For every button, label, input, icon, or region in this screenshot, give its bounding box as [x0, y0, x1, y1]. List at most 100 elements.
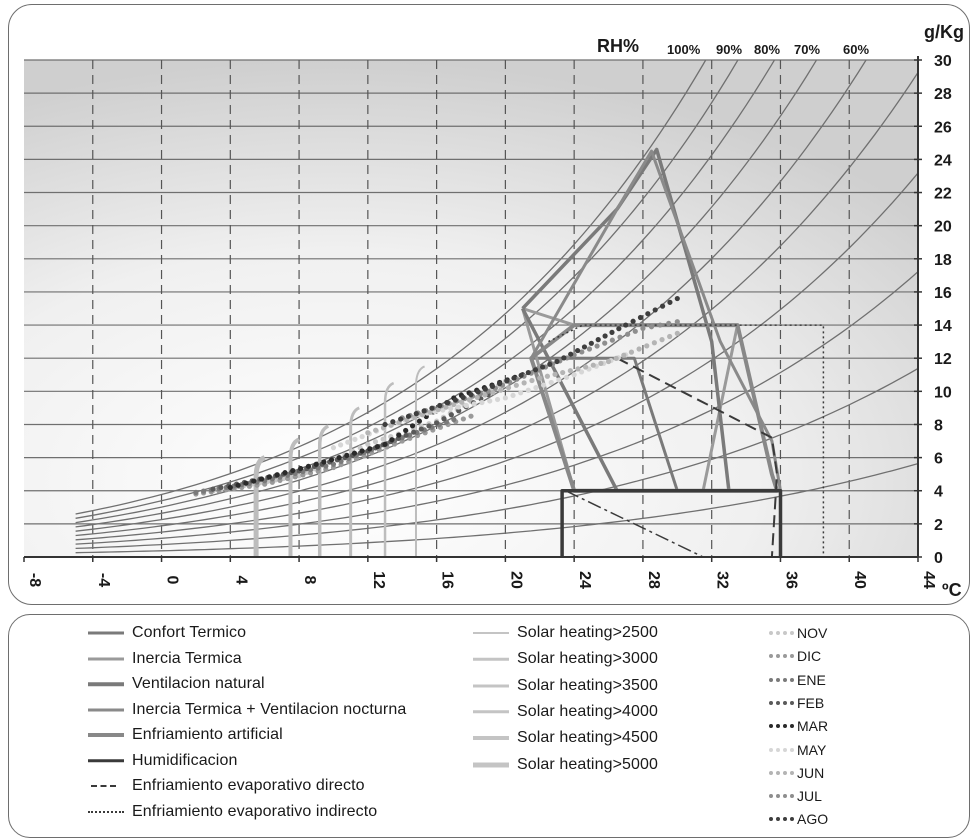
month-dot: [581, 344, 588, 350]
rh-curve-20: [75, 367, 918, 550]
month-dot: [537, 375, 543, 381]
month-dot: [525, 387, 531, 393]
rh-label: 80%: [754, 42, 780, 57]
month-dot: [659, 303, 666, 309]
plot-background: [24, 60, 918, 557]
y-tick-label: 24: [934, 152, 952, 169]
legend-month-label: MAR: [797, 718, 829, 735]
month-dot: [443, 404, 449, 410]
zone-line: [560, 488, 783, 557]
month-dot: [574, 347, 581, 354]
month-dot: [451, 416, 457, 423]
month-dot: [595, 337, 601, 343]
month-dot: [651, 340, 657, 346]
month-dot: [243, 480, 249, 486]
month-dot: [411, 429, 417, 435]
month-dot: [227, 484, 233, 491]
month-dot: [498, 387, 504, 393]
legend-swatch: [473, 626, 509, 640]
legend-item: Solar heating>3000: [473, 648, 658, 670]
month-dot: [657, 322, 663, 328]
rh-label: 60%: [843, 42, 869, 57]
x-tick-label: 40: [851, 571, 868, 589]
legend-month-label: ENE: [797, 671, 826, 688]
month-dot: [398, 416, 404, 422]
solar-heating-lines: [253, 365, 426, 557]
x-tick-label: 4: [232, 576, 249, 585]
legend-month-dots: [769, 677, 794, 682]
month-dot: [561, 355, 567, 361]
legend-month-item: AGO: [769, 808, 828, 830]
rh-labels: 100% 90% 80% 70% 60%: [667, 42, 869, 57]
month-dot: [251, 478, 257, 484]
month-dot: [380, 436, 386, 442]
month-dot: [579, 349, 585, 355]
zone-line: [565, 490, 704, 558]
legend-swatch: [473, 731, 509, 745]
legend-label: Inercia Termica: [132, 649, 242, 667]
month-dot: [609, 337, 615, 343]
month-dot: [645, 311, 651, 317]
x-tick-label: 8: [301, 576, 318, 585]
legend-item: Enfriamiento artificial: [88, 724, 283, 746]
month-dot: [571, 372, 577, 378]
legend-item: Enfriamiento evaporativo indirecto: [88, 801, 377, 823]
y-tick-label: 12: [934, 351, 952, 368]
legend-month-item: JUL: [769, 785, 822, 807]
month-dot: [586, 346, 593, 352]
y-tick-label: 20: [934, 219, 952, 236]
month-dot: [218, 484, 224, 491]
month-dot: [547, 361, 553, 367]
month-dot: [544, 373, 551, 379]
y-tick-label: 26: [934, 119, 952, 136]
month-dot: [437, 402, 443, 409]
legend-frame: [8, 614, 970, 838]
month-dot: [460, 394, 466, 400]
legend-label: Ventilacion natural: [132, 675, 265, 692]
rh-curve-50: [75, 71, 918, 537]
month-dot: [330, 461, 337, 467]
legend-label: Solar heating>5000: [517, 755, 659, 773]
month-dot: [552, 371, 558, 377]
month-dot: [460, 416, 466, 422]
month-dot: [617, 334, 623, 340]
x-tick-label: 0: [164, 576, 181, 585]
month-dot: [403, 432, 409, 438]
legend-label: Humidificacion: [132, 751, 238, 769]
month-dot: [305, 463, 312, 469]
month-dot: [405, 413, 412, 419]
month-dot: [548, 379, 554, 386]
y-tick-label: 4: [934, 484, 943, 501]
month-dot: [518, 372, 524, 378]
month-dot: [494, 396, 501, 403]
month-dot: [374, 443, 380, 450]
month-dot: [667, 299, 673, 305]
legend-month-item: MAR: [769, 715, 828, 737]
month-dot: [396, 432, 402, 438]
month-dot: [502, 395, 508, 401]
month-dot: [421, 408, 427, 414]
month-dot: [359, 448, 365, 454]
month-dot: [674, 330, 680, 336]
month-dot: [511, 375, 517, 381]
month-dot: [193, 489, 199, 495]
month-dot: [344, 452, 350, 458]
month-dot: [510, 392, 516, 398]
y-tick-label: 10: [934, 384, 952, 401]
legend-swatch: [473, 705, 509, 719]
legend-month-dots: [769, 747, 794, 752]
month-dot: [434, 420, 440, 426]
legend-label: Solar heating>3000: [517, 650, 659, 668]
rh-curve-10: [75, 462, 918, 554]
month-dot: [636, 346, 642, 352]
month-series: [330, 352, 629, 451]
y-tick-label: 8: [934, 417, 943, 434]
month-dot: [290, 467, 296, 474]
month-dot: [666, 320, 672, 327]
legend-label: Inercia Termica + Ventilacion nocturna: [132, 700, 407, 718]
month-series: [382, 295, 680, 428]
legend-swatch: [473, 679, 509, 693]
legend-month-item: ENE: [769, 669, 826, 691]
legend-swatch: [88, 779, 124, 793]
